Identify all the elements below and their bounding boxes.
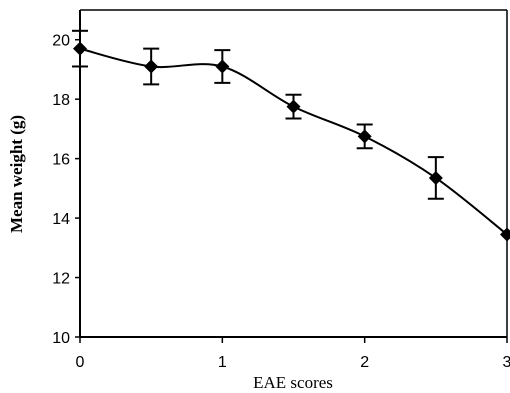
data-point-marker bbox=[73, 41, 87, 56]
y-tick-label: 18 bbox=[52, 92, 70, 109]
y-tick-label: 12 bbox=[52, 271, 70, 288]
y-tick-label: 10 bbox=[52, 330, 70, 347]
x-axis-title: EAE scores bbox=[253, 373, 333, 392]
plot-area bbox=[79, 9, 508, 338]
y-axis-title: Mean weight (g) bbox=[7, 115, 26, 233]
data-point-marker bbox=[144, 59, 159, 74]
y-tick-label: 14 bbox=[52, 211, 70, 228]
x-axis-ticks: 0 1 2 3 bbox=[76, 337, 510, 371]
x-tick-label: 1 bbox=[218, 354, 227, 371]
data-point-marker bbox=[215, 59, 230, 74]
x-tick-label: 0 bbox=[76, 354, 85, 371]
x-tick-label: 2 bbox=[360, 354, 369, 371]
data-point-marker bbox=[357, 129, 372, 144]
x-tick-label: 3 bbox=[503, 354, 510, 371]
series-line bbox=[79, 47, 508, 236]
data-point-marker bbox=[500, 227, 510, 242]
data-series bbox=[72, 29, 510, 242]
y-tick-label: 16 bbox=[52, 152, 70, 169]
y-axis-ticks: 10 12 14 16 18 20 bbox=[52, 33, 80, 347]
data-point-marker bbox=[428, 170, 443, 185]
data-point-marker bbox=[286, 99, 301, 114]
y-tick-label: 20 bbox=[52, 33, 70, 50]
